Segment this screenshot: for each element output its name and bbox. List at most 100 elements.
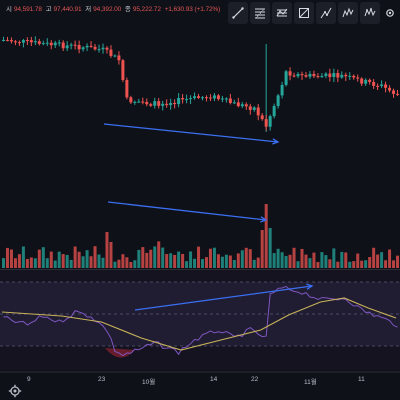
x-axis-label: 11 <box>358 376 365 383</box>
volume-bar <box>320 252 324 268</box>
volume-bar <box>93 246 97 268</box>
chart-settings-icon[interactable] <box>8 384 22 398</box>
volume-bar <box>177 251 181 268</box>
candle-body <box>177 98 181 105</box>
volume-bar <box>356 253 360 268</box>
volume-bar <box>25 258 29 268</box>
x-axis-label: 10월 <box>142 379 156 386</box>
rsi-oversold-fill <box>105 348 135 358</box>
x-axis-label: 11월 <box>304 379 317 386</box>
zigzag-icon[interactable] <box>338 2 358 24</box>
high-label: 고 <box>45 6 52 13</box>
close-value: 95,222.72 <box>132 6 161 13</box>
candle-body <box>61 42 65 49</box>
candle-body <box>296 74 300 77</box>
price-divergence-arrow <box>103 123 279 143</box>
volume-bar <box>388 249 392 268</box>
candle-body <box>208 97 212 99</box>
candle-body <box>360 78 364 84</box>
candle-body <box>9 40 13 42</box>
candle-body <box>376 85 380 87</box>
volume-bar <box>97 254 101 268</box>
volume-bar <box>208 248 212 268</box>
price-divergence-arrow-head <box>272 138 280 145</box>
volume-bar <box>117 259 121 268</box>
candle-body <box>33 41 37 43</box>
change-value: +1,630.93 (+1.72%) <box>164 6 221 13</box>
candle-body <box>165 103 169 106</box>
volume-bar <box>17 254 21 268</box>
volume-bar <box>288 254 292 268</box>
volume-bar <box>308 258 312 268</box>
candle-body <box>228 98 232 103</box>
candle-body <box>133 101 137 103</box>
candle-body <box>348 75 352 77</box>
candle-body <box>236 102 240 107</box>
volume-bar <box>236 253 240 268</box>
elliott-wave-icon[interactable] <box>360 2 380 24</box>
volume-bar <box>53 260 57 268</box>
candle-body <box>41 43 45 45</box>
candle-body <box>396 93 400 95</box>
volume-bar <box>169 253 173 268</box>
low-value: 94,392.00 <box>93 6 122 13</box>
rsi-divergence-arrow-head <box>306 283 314 290</box>
candle-body <box>320 75 324 77</box>
candle-body <box>145 101 149 105</box>
brush-icon[interactable] <box>294 2 314 24</box>
open-value: 94,591.78 <box>13 6 42 13</box>
volume-bar <box>49 251 53 268</box>
volume-bar <box>77 251 81 268</box>
volume-bar <box>392 260 396 268</box>
volume-bar <box>240 250 244 268</box>
candle-body <box>308 73 312 77</box>
volume-bar <box>81 256 85 268</box>
candle-body <box>216 95 220 100</box>
candle-body <box>324 73 328 76</box>
candle-body <box>193 96 197 99</box>
candle-body <box>352 75 356 78</box>
volume-bar <box>332 248 336 268</box>
candle-body <box>204 97 208 99</box>
gear-icon[interactable] <box>382 2 398 24</box>
volume-bar <box>204 257 208 268</box>
volume-bar <box>216 254 220 268</box>
trend-line-icon[interactable] <box>228 2 248 24</box>
volume-bar <box>37 249 41 268</box>
volume-bar <box>133 260 137 268</box>
volume-bar <box>57 251 61 268</box>
fib-retracement-icon[interactable] <box>250 2 270 24</box>
candle-body <box>13 41 17 43</box>
volume-bar <box>89 256 93 268</box>
candle-body <box>157 101 161 106</box>
volume-bar <box>165 254 169 268</box>
candle-body <box>380 84 384 87</box>
candle-body <box>372 81 376 86</box>
x-axis-label: 22 <box>251 376 259 383</box>
volume-bar <box>360 260 364 268</box>
volume-bar <box>296 261 300 268</box>
candle-body <box>97 49 101 51</box>
candle-body <box>101 47 105 50</box>
volume-bar <box>13 258 17 268</box>
volume-bar <box>220 256 224 268</box>
volume-bar <box>224 254 228 268</box>
candle-body <box>336 73 340 78</box>
rsi-moving-average <box>1 297 397 351</box>
parallel-channel-icon[interactable] <box>272 2 292 24</box>
candle-body <box>25 40 29 42</box>
high-value: 97,440.91 <box>53 6 82 13</box>
path-icon[interactable] <box>316 2 336 24</box>
volume-bar <box>372 247 376 268</box>
candle-body <box>312 73 316 77</box>
candle-body <box>384 84 388 88</box>
open-label: 시 <box>6 6 12 13</box>
candle-body <box>288 71 292 76</box>
candle-body <box>197 96 201 98</box>
candle-body <box>224 98 228 100</box>
volume-bar <box>121 254 125 268</box>
volume-bar <box>272 253 276 268</box>
candle-body <box>37 41 41 44</box>
candle-body <box>93 46 97 50</box>
